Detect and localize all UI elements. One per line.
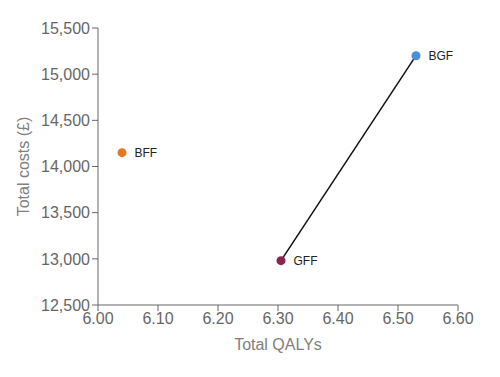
svg-text:BFF: BFF bbox=[135, 146, 158, 160]
svg-text:6.00: 6.00 bbox=[82, 310, 114, 328]
svg-text:14,000: 14,000 bbox=[41, 158, 90, 175]
svg-text:15,500: 15,500 bbox=[41, 20, 90, 37]
svg-text:6.50: 6.50 bbox=[382, 310, 413, 327]
svg-text:13,000: 13,000 bbox=[41, 251, 90, 268]
svg-text:Total costs (£): Total costs (£) bbox=[15, 117, 32, 217]
svg-text:6.20: 6.20 bbox=[202, 310, 233, 327]
svg-text:12,500: 12,500 bbox=[41, 297, 90, 314]
svg-text:6.10: 6.10 bbox=[142, 310, 173, 327]
svg-text:6.30: 6.30 bbox=[262, 310, 293, 327]
svg-text:GFF: GFF bbox=[294, 254, 318, 268]
svg-text:15,000: 15,000 bbox=[41, 66, 90, 83]
svg-text:6.40: 6.40 bbox=[322, 310, 353, 327]
svg-text:Total QALYs: Total QALYs bbox=[234, 336, 322, 353]
svg-text:BGF: BGF bbox=[429, 49, 454, 63]
svg-text:13,500: 13,500 bbox=[41, 204, 90, 221]
svg-text:14,500: 14,500 bbox=[41, 112, 90, 129]
svg-text:6.60: 6.60 bbox=[442, 310, 473, 327]
